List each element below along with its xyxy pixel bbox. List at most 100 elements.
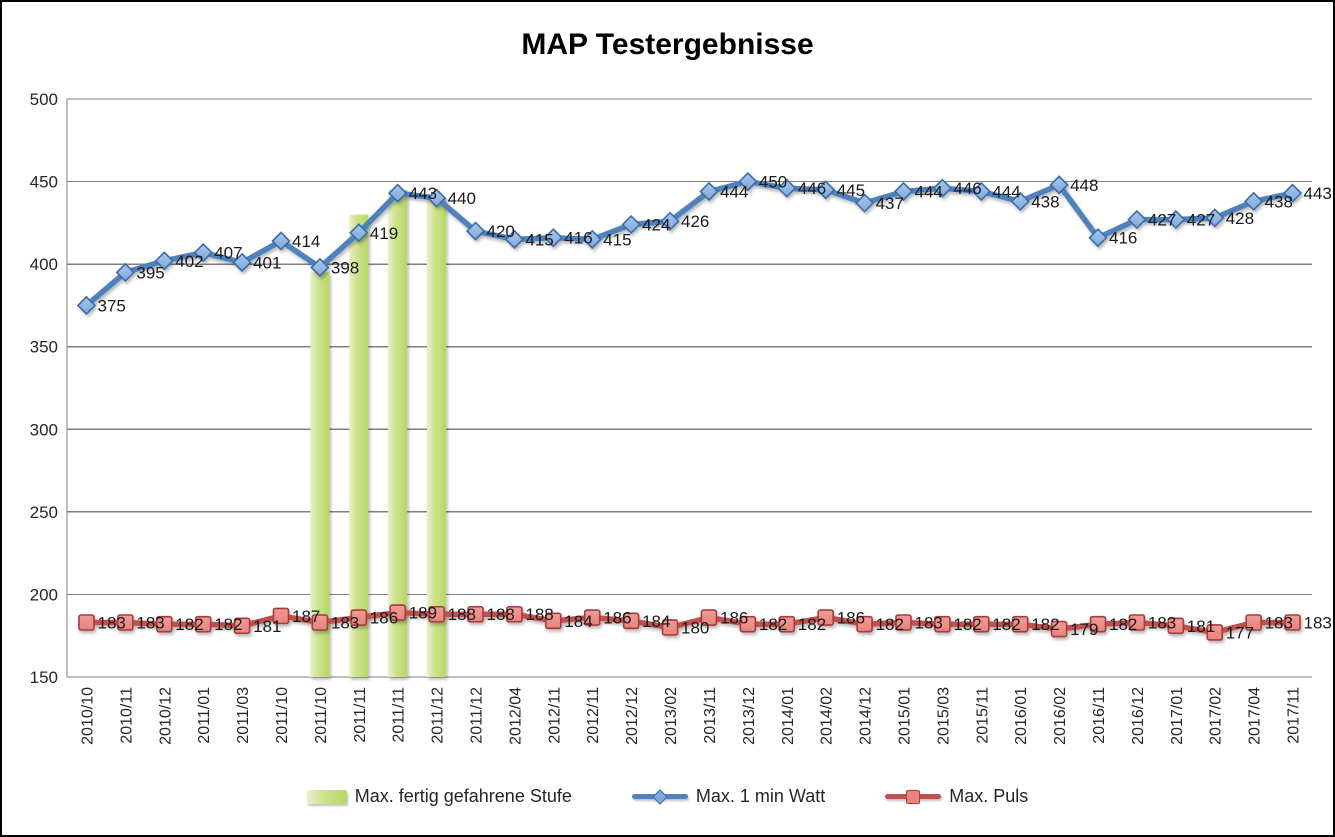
diamond-marker [738,171,758,192]
square-marker [389,604,407,621]
diamond-marker [349,223,369,243]
square-marker [1245,614,1262,631]
svg-text:445: 445 [837,181,865,200]
legend-item-puls: Max. Puls [885,786,1028,807]
svg-text:182: 182 [175,615,203,634]
square-marker [622,612,640,630]
svg-text:446: 446 [798,179,826,198]
svg-text:188: 188 [487,605,515,624]
square-marker [700,609,718,626]
svg-text:183: 183 [98,614,126,633]
gridlines [66,98,1312,678]
svg-text:182: 182 [992,615,1020,634]
svg-text:448: 448 [1070,176,1098,195]
svg-text:2011/11: 2011/11 [391,687,408,743]
square-marker [1128,614,1146,631]
svg-text:184: 184 [564,612,592,631]
svg-text:182: 182 [953,615,981,634]
svg-text:416: 416 [1109,229,1137,248]
svg-text:407: 407 [214,244,242,263]
svg-text:2011/10: 2011/10 [313,687,330,744]
diamond-marker [893,181,914,202]
square-marker [1050,620,1068,638]
legend-label-watt: Max. 1 min Watt [695,786,826,806]
svg-text:183: 183 [915,614,943,633]
svg-text:443: 443 [1304,184,1332,203]
svg-text:2013/11: 2013/11 [702,687,719,744]
svg-text:395: 395 [136,263,164,282]
square-marker [350,609,368,626]
legend-label-stufe: Max. fertig gefahrene Stufe [354,786,572,806]
diamond-marker [816,180,836,200]
svg-text:183: 183 [136,614,164,633]
svg-text:416: 416 [564,229,592,248]
svg-text:2012/04: 2012/04 [507,687,524,745]
svg-text:2016/02: 2016/02 [1052,687,1069,745]
svg-text:446: 446 [953,179,981,198]
svg-text:182: 182 [759,615,787,634]
svg-text:350: 350 [30,338,58,357]
svg-text:424: 424 [642,216,670,235]
svg-text:443: 443 [409,184,437,203]
svg-text:2010/12: 2010/12 [157,687,174,745]
svg-text:402: 402 [175,252,203,271]
svg-text:2012/11: 2012/11 [546,687,563,744]
svg-text:150: 150 [30,668,58,687]
svg-text:2014/12: 2014/12 [858,687,875,745]
svg-text:2016/01: 2016/01 [1013,687,1030,745]
svg-text:182: 182 [1031,615,1059,634]
svg-text:2015/11: 2015/11 [974,687,991,744]
svg-text:182: 182 [1109,615,1137,634]
square-marker [778,615,796,633]
svg-text:2015/03: 2015/03 [935,687,952,745]
svg-text:177: 177 [1226,623,1254,642]
legend-item-watt: Max. 1 min Watt [631,786,826,807]
square-marker [1284,614,1301,631]
chart-legend: Max. fertig gefahrene Stufe Max. 1 min W… [2,786,1333,807]
svg-text:2016/12: 2016/12 [1130,687,1147,745]
svg-text:2011/12: 2011/12 [469,687,486,744]
bar [310,272,330,677]
svg-text:438: 438 [1031,192,1059,211]
diamond-marker [1088,228,1108,248]
diamond-marker [193,242,213,263]
svg-text:444: 444 [992,183,1020,202]
square-marker [311,614,329,631]
svg-text:450: 450 [30,173,58,192]
svg-text:183: 183 [1265,614,1293,633]
diamond-marker [582,229,602,250]
square-marker [155,615,173,633]
square-marker [895,614,912,631]
square-marker [233,617,251,635]
svg-text:398: 398 [331,258,359,277]
svg-text:200: 200 [30,585,58,604]
diamond-marker [777,178,797,198]
svg-text:2015/01: 2015/01 [896,687,913,745]
square-marker [272,607,290,625]
svg-text:444: 444 [915,183,943,202]
diamond-marker [310,257,330,278]
svg-text:427: 427 [1187,211,1215,230]
y-axis-labels: 150 200 250 300 350 400 450 500 [30,90,58,687]
svg-text:400: 400 [30,255,58,274]
svg-text:183: 183 [1304,614,1332,633]
diamond-marker [543,228,563,248]
svg-text:2017/02: 2017/02 [1208,687,1225,745]
svg-text:186: 186 [720,609,748,628]
svg-text:189: 189 [409,604,437,623]
svg-text:188: 188 [448,605,476,624]
svg-text:2011/01: 2011/01 [196,687,213,744]
square-marker [506,605,523,623]
legend-item-stufe: Max. fertig gefahrene Stufe [306,786,572,807]
square-marker [583,609,601,626]
square-marker [1089,615,1107,633]
chart-title: MAP Testergebnisse [521,28,814,61]
svg-text:440: 440 [448,189,476,208]
svg-text:2013/02: 2013/02 [663,687,680,745]
line-square-swatch-icon [885,789,942,804]
svg-text:2017/01: 2017/01 [1169,687,1186,745]
square-marker [934,615,951,633]
diamond-marker [388,183,408,203]
svg-text:181: 181 [1187,617,1215,636]
bar [349,214,369,677]
